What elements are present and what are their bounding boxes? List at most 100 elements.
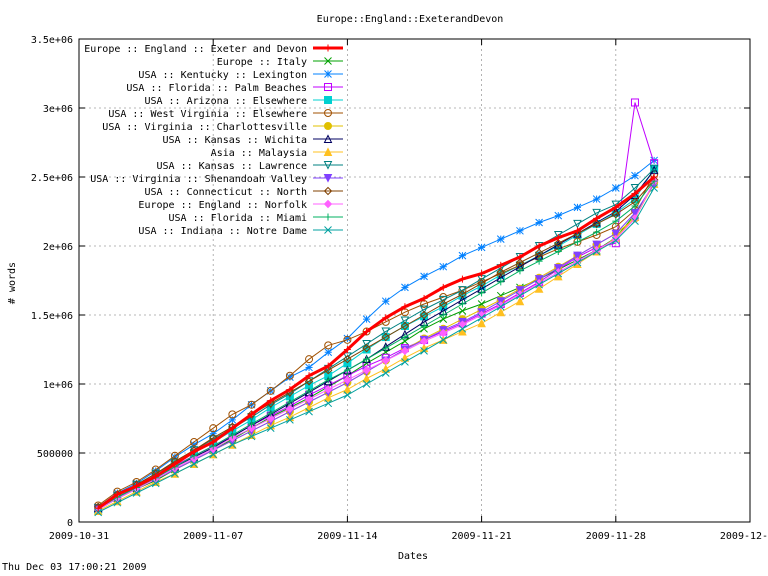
data-point [285, 404, 295, 414]
tick-labels: 0 500000 1e+06 1.5e+06 2e+06 2.5e+06 3e+06 3.5e… [31, 35, 768, 542]
data-point [324, 70, 332, 78]
data-point [534, 248, 544, 258]
data-point [516, 267, 524, 275]
data-point [324, 44, 332, 52]
data-point [324, 226, 332, 234]
data-point [363, 328, 371, 336]
data-point [497, 278, 505, 286]
data-point [171, 460, 179, 468]
series-line [97, 175, 656, 510]
footer-timestamp: Thu Dec 03 17:00:21 2009 [2, 562, 147, 573]
y-tick-label: 3.5e+06 [31, 35, 73, 46]
y-axis-label: # words [7, 262, 18, 304]
data-point [535, 257, 543, 265]
data-point [400, 321, 410, 331]
data-point [247, 400, 256, 409]
data-point [363, 355, 371, 363]
x-tick-label: 2009-12-05 [720, 531, 768, 542]
legend-label: USA :: Florida :: Miami [169, 213, 307, 224]
data-point [305, 372, 313, 380]
y-tick-label: 1.5e+06 [31, 311, 73, 322]
data-point [324, 122, 332, 130]
data-point [592, 195, 601, 203]
data-point [323, 199, 333, 209]
data-point [554, 234, 562, 242]
data-point [382, 344, 390, 352]
y-tick-label: 500000 [37, 449, 73, 460]
data-point [228, 431, 236, 439]
data-point [611, 206, 621, 216]
data-point [631, 190, 639, 198]
data-point [267, 409, 275, 417]
data-point [458, 251, 467, 260]
data-point [611, 229, 621, 239]
data-point [324, 109, 332, 117]
grid-lines [79, 39, 750, 522]
data-point [439, 299, 448, 309]
data-point [573, 238, 581, 246]
x-tick-label: 2009-11-14 [317, 531, 377, 542]
data-point [630, 184, 640, 193]
data-point [266, 386, 275, 395]
data-point [534, 284, 544, 293]
data-point [324, 213, 332, 221]
data-point [305, 363, 313, 372]
data-point [247, 432, 256, 441]
data-point [323, 147, 333, 156]
legend-label: USA :: West Virginia :: Elsewhere [108, 109, 307, 120]
data-point [190, 437, 199, 446]
data-point [573, 219, 582, 229]
data-point [438, 295, 448, 305]
data-point [516, 291, 524, 300]
data-point [611, 184, 620, 192]
data-point [439, 262, 448, 271]
y-tick-label: 2e+06 [43, 242, 73, 253]
y-tick-label: 1e+06 [43, 380, 73, 391]
data-point [477, 318, 486, 328]
data-point [304, 394, 314, 404]
data-point [171, 469, 179, 478]
data-point [420, 272, 428, 281]
data-point [554, 269, 563, 278]
data-point [324, 341, 333, 350]
data-point [324, 365, 333, 375]
data-point [420, 322, 428, 330]
data-point [535, 280, 543, 289]
data-point [151, 479, 160, 488]
data-point [343, 354, 352, 364]
data-point [286, 398, 294, 406]
data-point [631, 202, 639, 210]
data-point [304, 377, 314, 386]
data-point [343, 346, 351, 353]
data-point [516, 253, 524, 261]
legend-label: Europe :: England :: Norfolk [138, 200, 307, 211]
series-14 [94, 184, 658, 517]
y-tick-label: 3e+06 [43, 104, 73, 115]
data-point [228, 440, 237, 449]
data-point [419, 310, 429, 320]
data-point [458, 324, 467, 333]
x-tick-label: 2009-10-31 [49, 531, 109, 542]
x-tick-label: 2009-11-07 [183, 531, 243, 542]
data-point [439, 328, 448, 338]
data-point [650, 173, 658, 181]
data-point [381, 327, 391, 337]
legend-label: USA :: Connecticut :: North [144, 187, 307, 198]
data-point [286, 386, 294, 394]
data-point [573, 203, 582, 212]
x-axis-label: Dates [398, 551, 428, 562]
data-point [458, 275, 466, 283]
data-point [362, 345, 371, 354]
data-point [401, 333, 409, 341]
data-point [343, 391, 352, 399]
data-point [323, 161, 333, 170]
data-point [324, 376, 332, 384]
data-point [439, 283, 447, 291]
data-point [573, 251, 582, 261]
data-point [593, 214, 601, 222]
data-point [323, 134, 333, 143]
data-point [362, 315, 371, 323]
data-point [323, 186, 333, 196]
data-point [535, 242, 543, 250]
data-point [343, 375, 352, 385]
